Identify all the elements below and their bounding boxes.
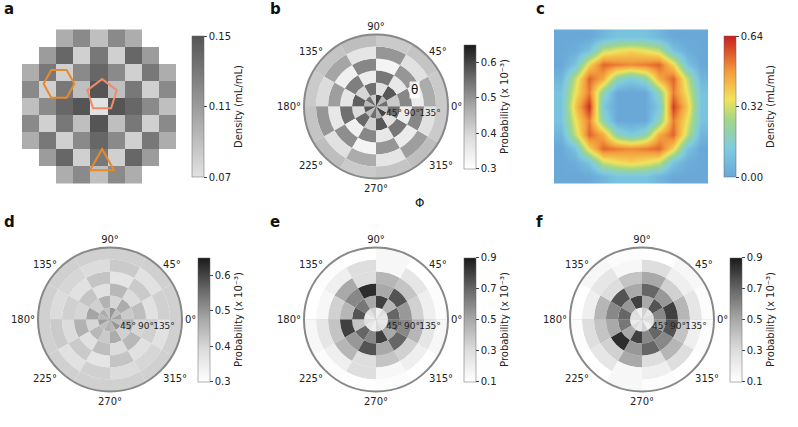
svg-text:0.9: 0.9: [747, 252, 763, 263]
svg-text:Φ: Φ: [415, 196, 424, 210]
svg-text:0°: 0°: [717, 314, 728, 325]
svg-text:0.4: 0.4: [481, 128, 497, 139]
svg-text:Density (mL/mL): Density (mL/mL): [233, 65, 244, 148]
svg-text:θ: θ: [411, 83, 418, 97]
svg-text:0.5: 0.5: [215, 305, 231, 316]
svg-text:0.6: 0.6: [215, 270, 231, 281]
svg-text:45°: 45°: [429, 259, 447, 270]
svg-text:180°: 180°: [543, 314, 567, 325]
svg-text:180°: 180°: [277, 314, 301, 325]
svg-text:180°: 180°: [11, 314, 35, 325]
svg-text:0.64: 0.64: [741, 31, 763, 42]
svg-text:0.5: 0.5: [481, 92, 497, 103]
svg-text:0.9: 0.9: [481, 252, 497, 263]
html-text:b: b: [270, 0, 281, 18]
svg-text:135°: 135°: [33, 259, 57, 270]
svg-text:225°: 225°: [565, 373, 589, 384]
svg-text:0.3: 0.3: [481, 345, 497, 356]
html-text:a: a: [4, 0, 15, 18]
svg-text:135°: 135°: [419, 108, 441, 118]
svg-text:90°: 90°: [367, 234, 385, 245]
svg-text:0°: 0°: [451, 101, 462, 112]
svg-text:270°: 270°: [98, 396, 122, 407]
svg-text:45°: 45°: [695, 259, 713, 270]
svg-text:0.5: 0.5: [747, 314, 763, 325]
svg-text:0.32: 0.32: [741, 101, 763, 112]
svg-text:135°: 135°: [565, 259, 589, 270]
svg-text:135°: 135°: [153, 321, 175, 331]
svg-text:315°: 315°: [695, 373, 719, 384]
svg-text:135°: 135°: [299, 259, 323, 270]
svg-text:90°: 90°: [367, 21, 385, 32]
svg-text:315°: 315°: [163, 373, 187, 384]
svg-text:45°: 45°: [429, 46, 447, 57]
html-text:d: d: [4, 213, 15, 231]
svg-text:90°: 90°: [101, 234, 119, 245]
svg-text:0°: 0°: [451, 314, 462, 325]
svg-text:225°: 225°: [299, 160, 323, 171]
svg-text:225°: 225°: [299, 373, 323, 384]
svg-text:315°: 315°: [429, 373, 453, 384]
svg-text:90°: 90°: [138, 321, 154, 331]
html-text:f: f: [536, 213, 543, 231]
svg-text:135°: 135°: [419, 321, 441, 331]
svg-text:45°: 45°: [386, 108, 402, 118]
svg-text:90°: 90°: [404, 108, 420, 118]
svg-text:0.11: 0.11: [209, 101, 231, 112]
svg-text:0.4: 0.4: [215, 341, 231, 352]
svg-text:Probability (x 10⁻³): Probability (x 10⁻³): [499, 59, 510, 154]
svg-text:0.07: 0.07: [209, 172, 231, 183]
html-text:c: c: [536, 0, 545, 18]
svg-text:270°: 270°: [364, 396, 388, 407]
svg-text:0°: 0°: [185, 314, 196, 325]
svg-text:Density (mL/mL): Density (mL/mL): [765, 65, 776, 148]
svg-text:270°: 270°: [364, 183, 388, 194]
svg-text:Probability (x 10⁻³): Probability (x 10⁻³): [765, 272, 776, 367]
svg-text:315°: 315°: [429, 160, 453, 171]
svg-text:0.3: 0.3: [215, 376, 231, 387]
svg-text:0.00: 0.00: [741, 172, 763, 183]
svg-text:225°: 225°: [33, 373, 57, 384]
svg-text:0.15: 0.15: [209, 31, 231, 42]
html-text:e: e: [270, 213, 281, 231]
svg-text:0.3: 0.3: [747, 345, 763, 356]
svg-text:45°: 45°: [386, 321, 402, 331]
svg-text:45°: 45°: [163, 259, 181, 270]
svg-text:Probability (x 10⁻³): Probability (x 10⁻³): [233, 272, 244, 367]
svg-text:45°: 45°: [120, 321, 136, 331]
svg-text:90°: 90°: [633, 234, 651, 245]
svg-text:0.6: 0.6: [481, 57, 497, 68]
svg-text:135°: 135°: [299, 46, 323, 57]
svg-text:180°: 180°: [277, 101, 301, 112]
svg-text:270°: 270°: [630, 396, 654, 407]
svg-text:0.7: 0.7: [747, 283, 763, 294]
svg-text:0.1: 0.1: [481, 376, 497, 387]
svg-text:90°: 90°: [404, 321, 420, 331]
svg-text:0.7: 0.7: [481, 283, 497, 294]
svg-text:45°: 45°: [652, 321, 668, 331]
svg-text:0.5: 0.5: [481, 314, 497, 325]
svg-text:0.3: 0.3: [481, 163, 497, 174]
svg-text:Probability (x 10⁻³): Probability (x 10⁻³): [499, 272, 510, 367]
svg-text:135°: 135°: [685, 321, 707, 331]
svg-text:0.1: 0.1: [747, 376, 763, 387]
svg-text:90°: 90°: [670, 321, 686, 331]
